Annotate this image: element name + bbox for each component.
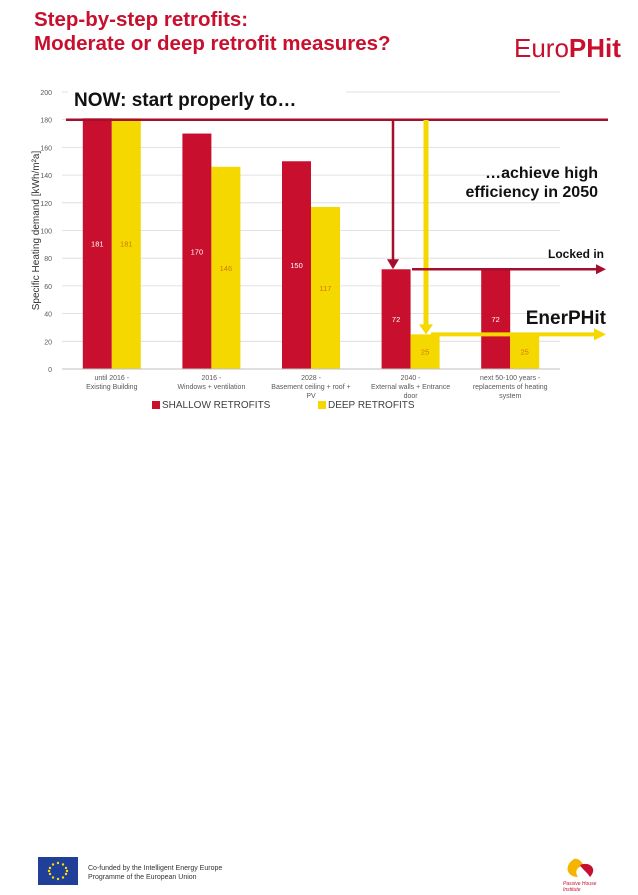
pht-logo-text: Passive House Institute: [563, 881, 603, 893]
x-tick-label: External walls + Entrance: [371, 384, 450, 391]
y-tick-label: 200: [40, 90, 52, 97]
data-label: 117: [320, 284, 332, 293]
bar-deep: [410, 334, 440, 369]
bar-shallow: [381, 269, 411, 369]
enerphit-arrow-head: [594, 328, 606, 341]
x-tick-label: door: [404, 393, 419, 400]
legend-label-shallow: SHALLOW RETROFITS: [162, 400, 271, 411]
data-label: 72: [392, 315, 400, 324]
europhit-logo: EuroPHit: [514, 34, 621, 62]
bar-shallow: [82, 118, 112, 369]
title-line-1: Step-by-step retrofits:: [34, 8, 249, 31]
x-tick-label: replacements of heating: [473, 384, 548, 391]
data-label: 181: [91, 240, 104, 249]
x-tick-label: Windows + ventilation: [177, 384, 245, 391]
x-tick-label: Existing Building: [86, 384, 137, 391]
x-tick-label: 2040 -: [401, 375, 422, 382]
data-label: 146: [220, 264, 233, 273]
bar-shallow: [481, 269, 511, 369]
annotation-enerphit: EnerPHit: [526, 308, 607, 329]
annotation-achieve-2: efficiency in 2050: [465, 184, 598, 201]
legend-swatch-deep: [318, 401, 326, 409]
y-tick-label: 160: [40, 145, 52, 152]
y-tick-label: 80: [44, 256, 52, 263]
y-tick-label: 120: [40, 201, 52, 208]
eu-stars-icon: [47, 861, 69, 881]
annotation-achieve-1: …achieve high: [485, 165, 598, 182]
x-tick-label: system: [499, 393, 521, 400]
shallow-arrow-head: [387, 259, 399, 270]
logo-part-1: Euro: [514, 33, 569, 63]
bar-shallow: [282, 161, 311, 369]
bar-shallow: [182, 133, 212, 369]
x-tick-label: Basement ceiling + roof +: [271, 384, 350, 391]
bar-deep: [111, 118, 141, 369]
title-line-2: Moderate or deep retrofit measures?: [34, 32, 391, 55]
logo-part-2: PHit: [568, 33, 621, 63]
data-label: 25: [421, 348, 429, 357]
cofunded-line-1: Co-funded by the Intelligent Energy Euro…: [88, 865, 223, 872]
y-tick-label: 180: [40, 118, 52, 125]
x-tick-label: until 2016 -: [94, 375, 129, 382]
y-tick-label: 20: [44, 339, 52, 346]
legend-swatch-shallow: [152, 401, 160, 409]
slide-title: Step-by-step retrofits: Moderate or deep…: [34, 8, 391, 56]
data-label: 150: [290, 261, 303, 270]
data-label: 181: [120, 240, 133, 249]
deep-arrow-head: [419, 324, 433, 335]
cofunded-line-2: Programme of the European Union: [88, 874, 197, 881]
pht-line-2: Institute: [563, 887, 581, 893]
x-tick-label: 2028 -: [301, 375, 322, 382]
y-tick-label: 100: [40, 229, 52, 236]
x-tick-label: PV: [306, 393, 316, 400]
x-tick-label: next 50-100 years -: [480, 375, 541, 382]
y-tick-label: 140: [40, 173, 52, 180]
annotation-locked-in: Locked in: [548, 247, 604, 261]
y-tick-label: 40: [44, 312, 52, 319]
footer: Co-funded by the Intelligent Energy Euro…: [0, 423, 638, 893]
legend-label-deep: DEEP RETROFITS: [328, 400, 415, 411]
locked-in-arrow-head: [596, 264, 606, 275]
bar-deep: [510, 334, 540, 369]
annotation-now: NOW: start properly to…: [74, 90, 296, 111]
y-tick-label: 60: [44, 284, 52, 291]
bar-deep: [211, 166, 241, 369]
y-tick-label: 0: [48, 367, 52, 374]
data-label: 25: [521, 348, 529, 357]
x-tick-label: 2016 -: [201, 375, 222, 382]
now-text-bg: [68, 82, 346, 112]
eu-flag-icon: [38, 857, 78, 885]
bar-deep: [311, 206, 340, 369]
data-label: 170: [191, 247, 204, 256]
heating-demand-chart: 0 20 40 60 80 100 120 140 160 180 200 Specific Heat…: [31, 82, 608, 411]
data-label: 72: [492, 315, 500, 324]
y-axis-label: Specific Heating demand [kWh/m²a]: [31, 151, 42, 311]
cofunded-text: Co-funded by the Intelligent Energy Euro…: [88, 864, 222, 882]
